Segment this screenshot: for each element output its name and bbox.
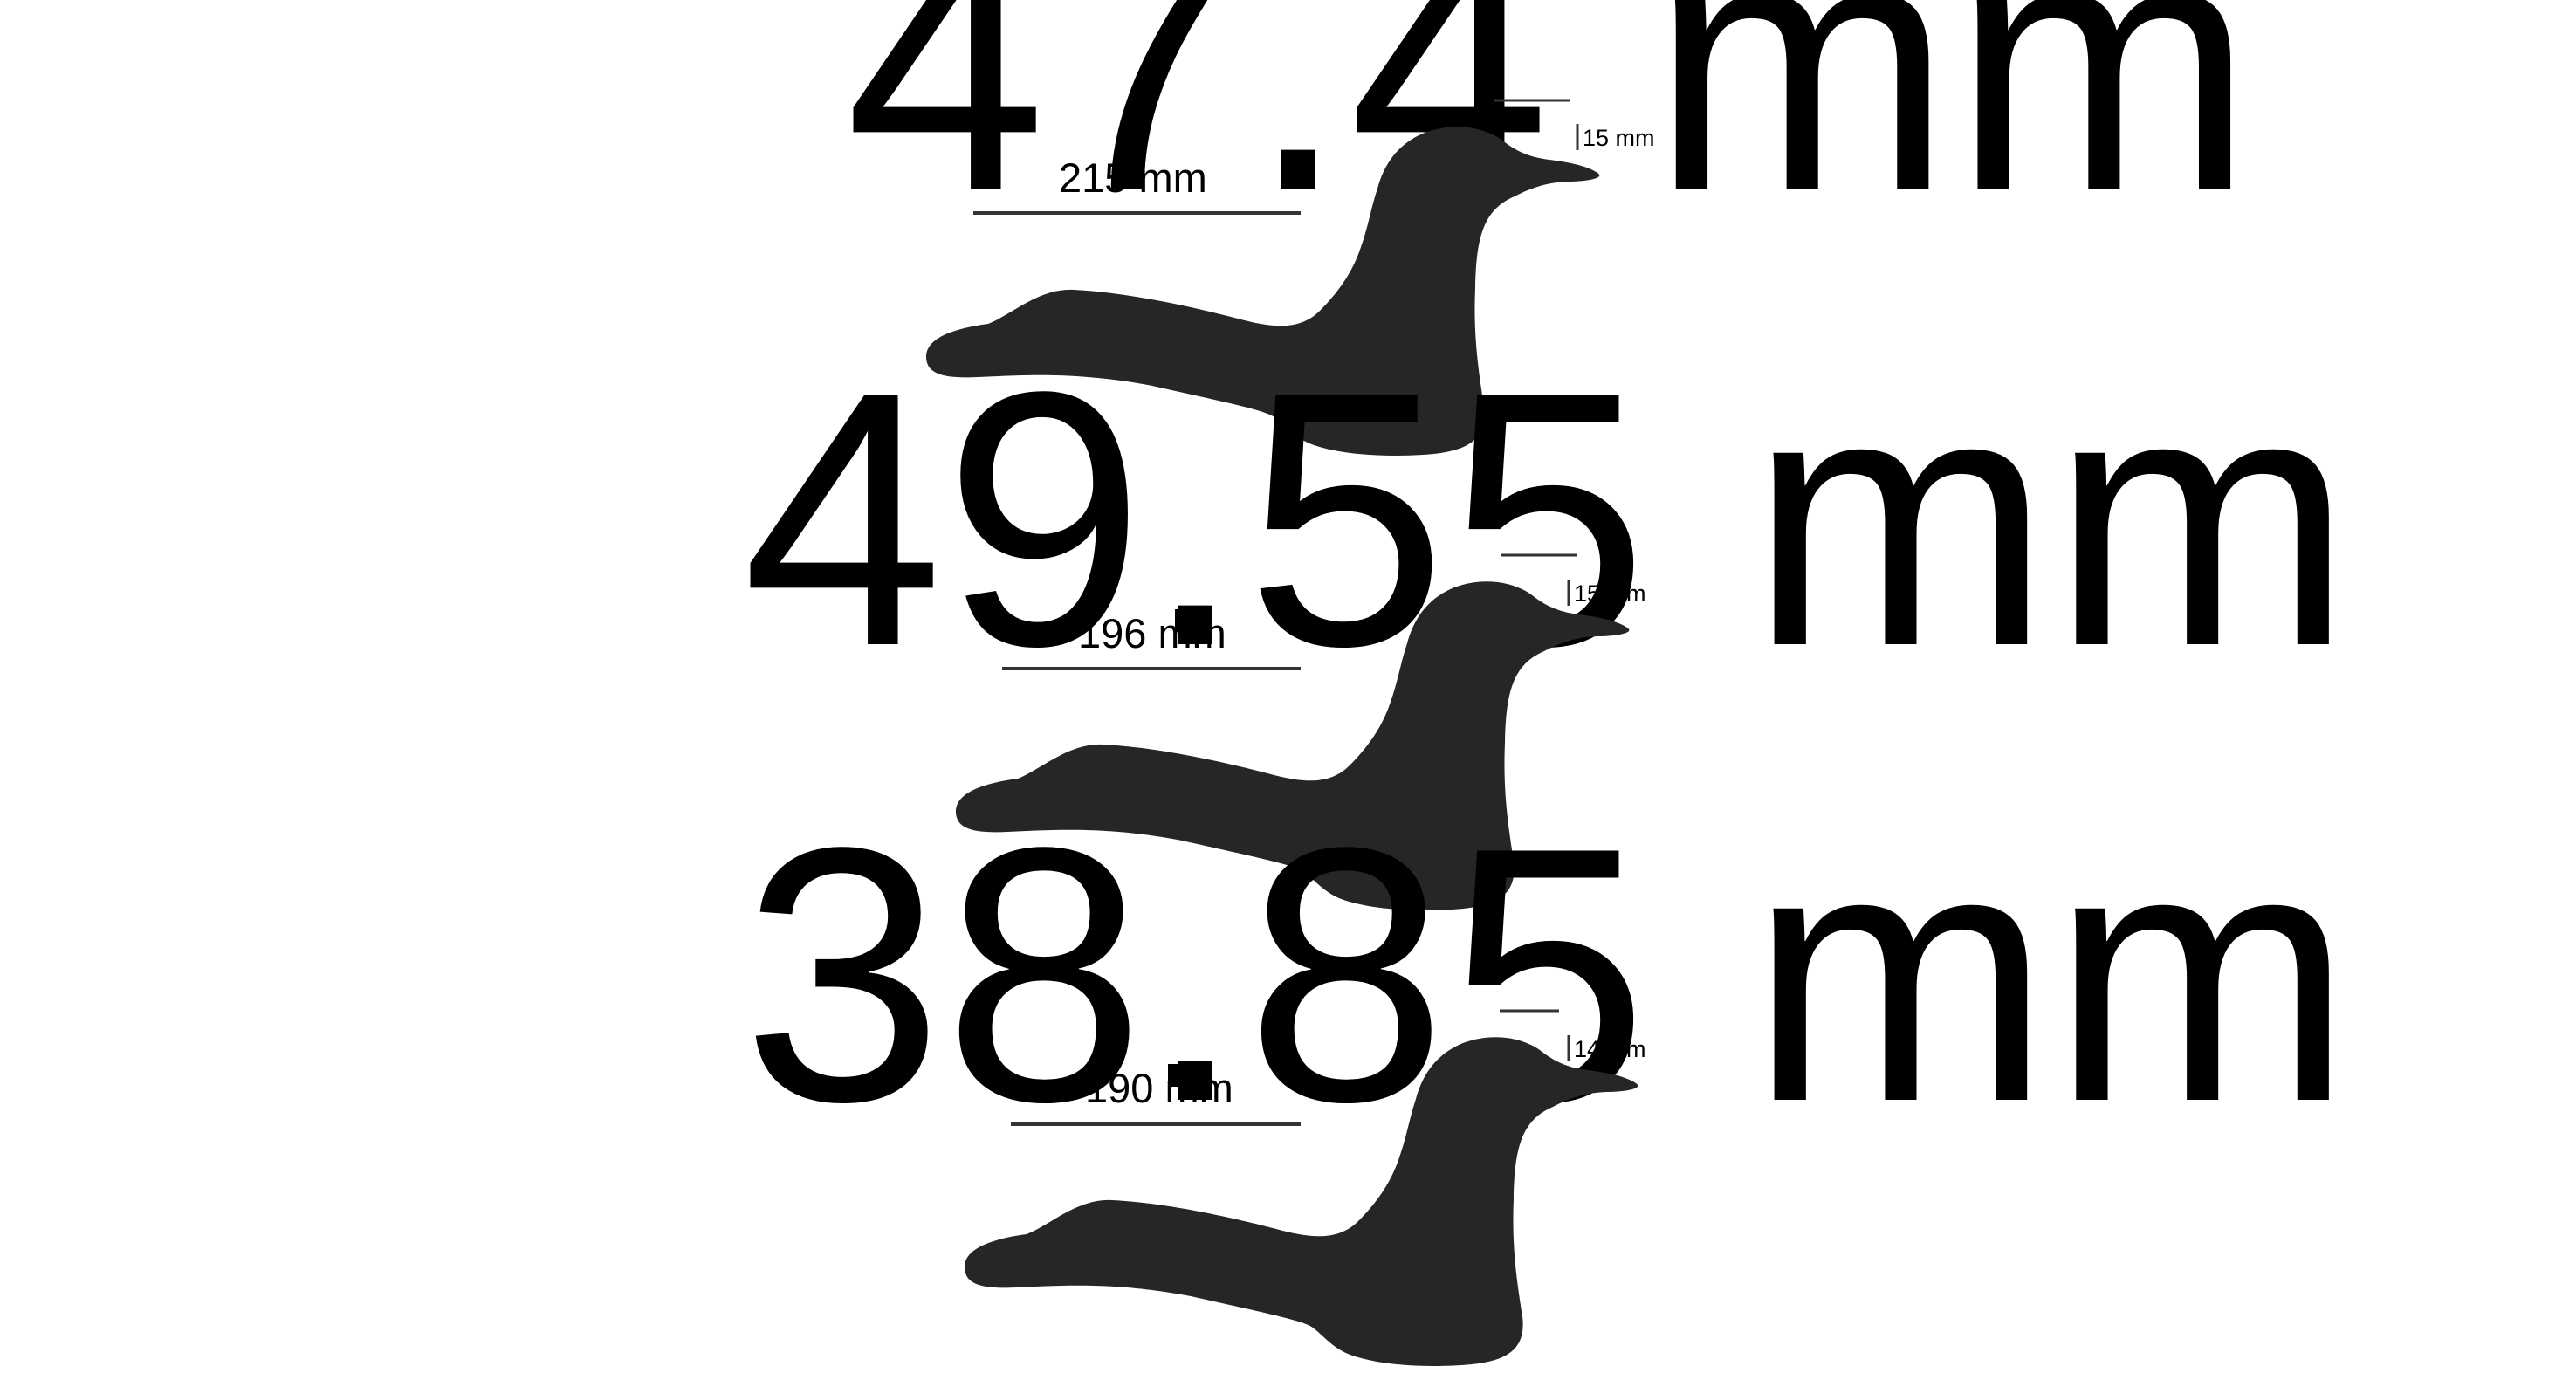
height-dimension-label: 15 mm: [1574, 580, 1646, 607]
length-dimension-label: 215 mm: [1059, 154, 1207, 201]
big-measurement-label: 49.55 mm: [742, 316, 2353, 721]
measurement-row-3: 38.85 mm 190 mm 14 mm: [742, 772, 2353, 1366]
big-measurement-label: 38.85 mm: [742, 772, 2353, 1177]
measurement-row-1: 47.4 mm 215 mm 15 mm: [845, 0, 2254, 456]
dimension-marker-block: [1168, 1064, 1205, 1087]
length-dimension-label: 190 mm: [1085, 1065, 1233, 1111]
measurement-row-2: 49.55 mm 196 mm 15 mm: [742, 316, 2353, 910]
height-dimension-label: 15 mm: [1583, 125, 1655, 151]
big-measurement-label: 47.4 mm: [845, 0, 2254, 265]
dimension-marker-block: [1175, 609, 1212, 632]
height-dimension-label: 14 mm: [1574, 1036, 1646, 1062]
